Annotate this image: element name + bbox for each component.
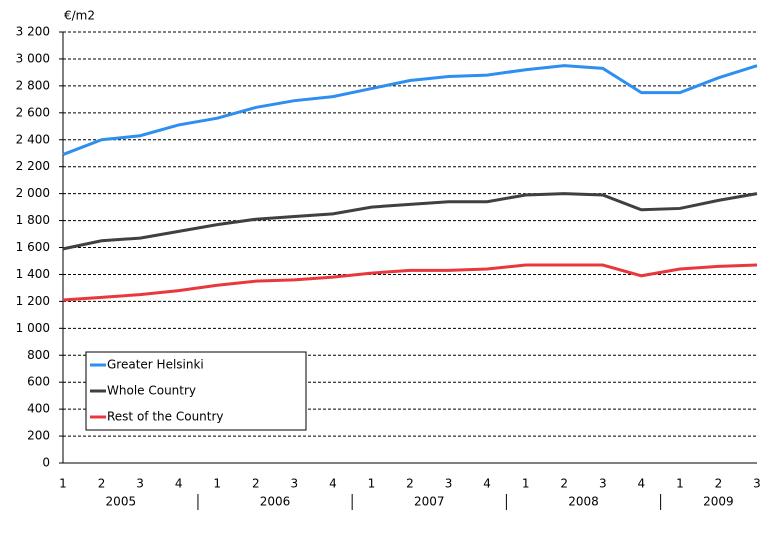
y-tick-label: 1 000 xyxy=(16,321,50,335)
legend-label: Whole Country xyxy=(107,384,196,398)
x-tick-label: 3 xyxy=(753,477,761,491)
x-tick-label: 2 xyxy=(252,477,260,491)
legend-label: Rest of the Country xyxy=(107,410,224,424)
x-tick-label: 4 xyxy=(175,477,183,491)
x-tick-label: 3 xyxy=(291,477,299,491)
x-tick-label: 1 xyxy=(522,477,530,491)
y-tick-label: 3 200 xyxy=(16,25,50,39)
legend-box xyxy=(85,351,307,431)
x-tick-label: 1 xyxy=(213,477,221,491)
x-tick-label: 3 xyxy=(599,477,607,491)
legend-label: Greater Helsinki xyxy=(107,358,204,372)
y-tick-label: 200 xyxy=(27,429,50,443)
x-tick-label: 2 xyxy=(406,477,414,491)
year-label: 2006 xyxy=(260,495,291,509)
y-tick-label: 2 800 xyxy=(16,78,50,92)
x-tick-label: 4 xyxy=(638,477,646,491)
x-tick-label: 1 xyxy=(676,477,684,491)
x-tick-label: 2 xyxy=(98,477,106,491)
y-tick-label: 2 000 xyxy=(16,186,50,200)
y-tick-label: 0 xyxy=(42,456,50,470)
y-tick-label: 2 400 xyxy=(16,132,50,146)
year-label: 2005 xyxy=(106,495,137,509)
series-line xyxy=(62,263,758,302)
x-tick-label: 4 xyxy=(329,477,337,491)
x-tick-label: 1 xyxy=(59,477,67,491)
y-tick-label: 1 400 xyxy=(16,267,50,281)
year-label: 2008 xyxy=(568,495,599,509)
y-tick-label: 2 600 xyxy=(16,105,50,119)
x-tick-label: 3 xyxy=(445,477,453,491)
x-tick-label: 2 xyxy=(560,477,568,491)
x-tick-label: 2 xyxy=(715,477,723,491)
series-line xyxy=(62,64,758,156)
x-tick-label: 1 xyxy=(368,477,376,491)
y-tick-label: 1 200 xyxy=(16,294,50,308)
y-tick-label: 800 xyxy=(27,348,50,362)
x-tick-label: 4 xyxy=(483,477,491,491)
series-line xyxy=(62,192,758,251)
year-label: 2007 xyxy=(414,495,445,509)
y-tick-label: 2 200 xyxy=(16,159,50,173)
y-tick-label: 1 800 xyxy=(16,213,50,227)
y-axis-label: €/m2 xyxy=(64,9,95,23)
y-tick-label: 1 600 xyxy=(16,240,50,254)
y-tick-label: 600 xyxy=(27,375,50,389)
x-tick-label: 3 xyxy=(136,477,144,491)
y-tick-label: 400 xyxy=(27,402,50,416)
y-tick-label: 3 000 xyxy=(16,51,50,65)
year-label: 2009 xyxy=(703,495,734,509)
